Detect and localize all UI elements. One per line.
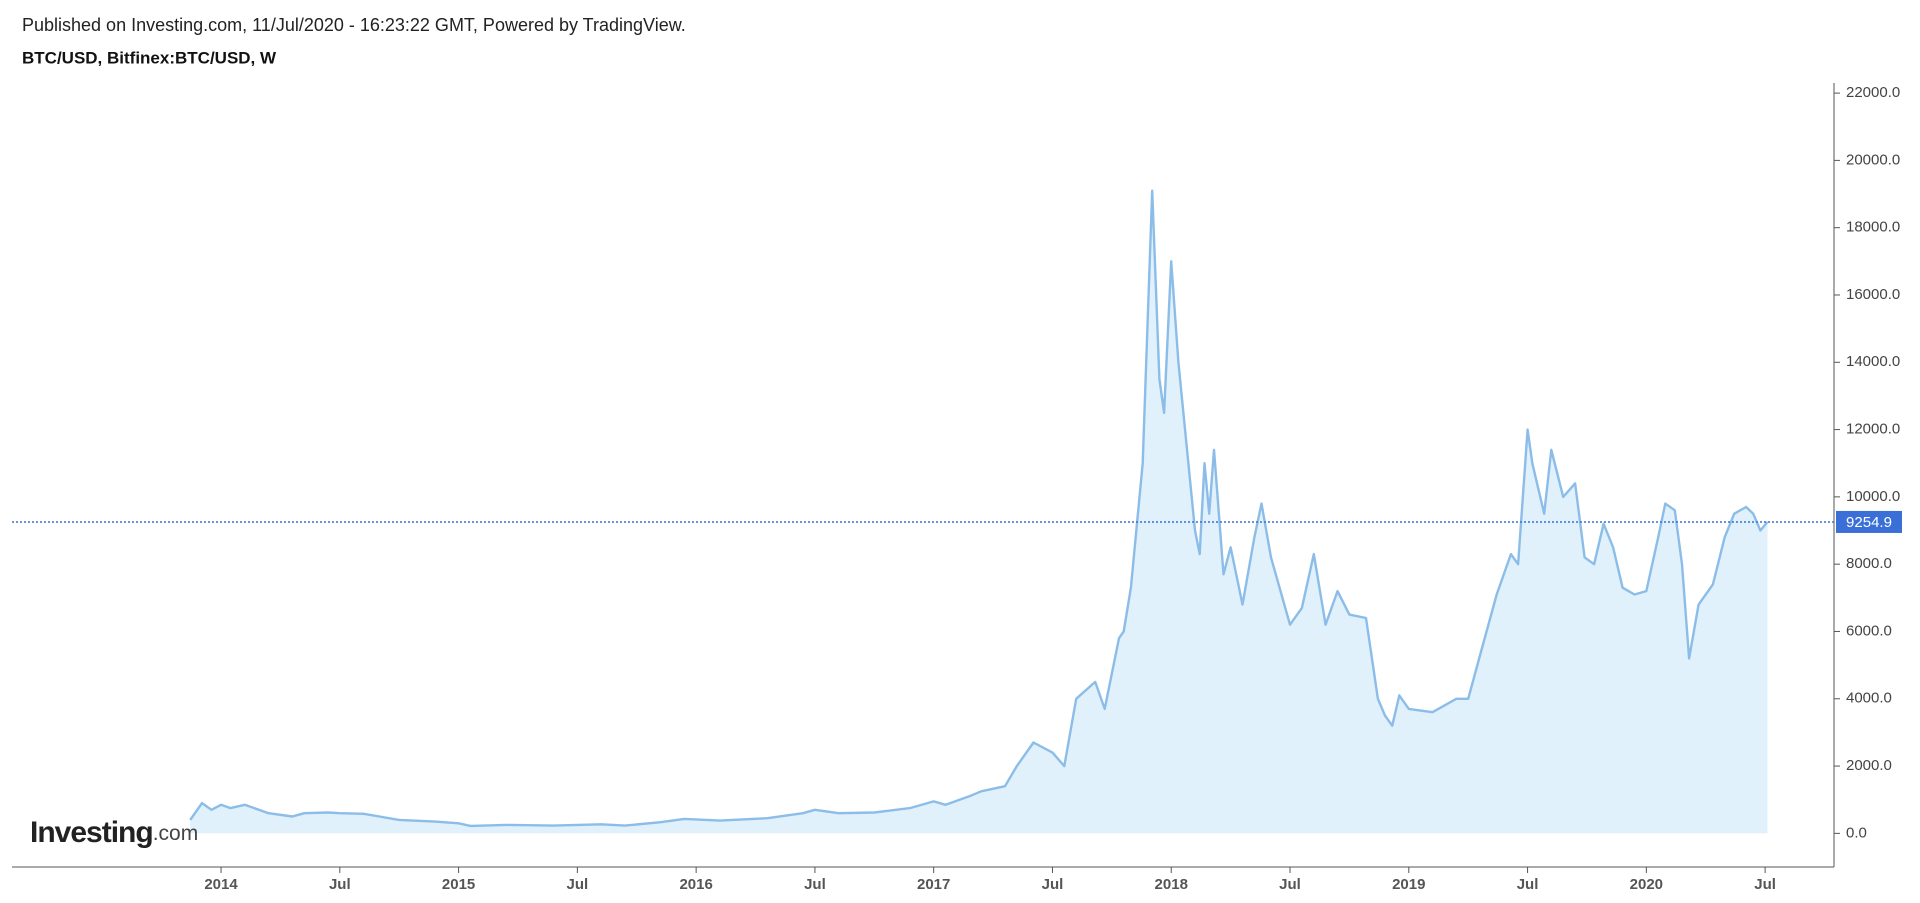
y-tick-label: 4000.0 [1846, 690, 1892, 707]
last-price-label: 9254.9 [1846, 514, 1892, 531]
x-tick-label: 2014 [204, 876, 238, 893]
last-price-box [1836, 510, 1902, 533]
x-tick-label: 2020 [1630, 876, 1663, 893]
x-tick-label: 2018 [1155, 876, 1188, 893]
y-tick-label: 2000.0 [1846, 757, 1892, 774]
y-tick-label: 18000.0 [1846, 219, 1900, 236]
logo-name: Investing [30, 816, 153, 849]
y-tick-label: 14000.0 [1846, 353, 1900, 370]
y-tick-label: 20000.0 [1846, 151, 1900, 168]
published-line: Published on Investing.com, 11/Jul/2020 … [22, 15, 686, 35]
y-tick-label: 12000.0 [1846, 421, 1900, 438]
y-tick-label: 6000.0 [1846, 622, 1892, 639]
x-tick-label: Jul [1042, 876, 1064, 893]
x-tick-label: Jul [804, 876, 826, 893]
x-tick-label: Jul [1754, 876, 1776, 893]
logo: Investing.com [30, 816, 198, 849]
area-fill [190, 190, 1768, 834]
y-tick-label: 16000.0 [1846, 286, 1900, 303]
x-tick-label: 2015 [442, 876, 475, 893]
price-line [189, 189, 1769, 828]
x-tick-label: Jul [1279, 876, 1301, 893]
x-tick-label: 2016 [679, 876, 712, 893]
x-tick-label: 2019 [1392, 876, 1425, 893]
y-tick-label: 22000.0 [1846, 84, 1900, 101]
x-tick-label: Jul [1517, 876, 1539, 893]
y-tick-label: 8000.0 [1846, 555, 1892, 572]
x-tick-label: Jul [567, 876, 589, 893]
symbol-title: BTC/USD, Bitfinex:BTC/USD, W [22, 48, 277, 67]
y-tick-label: 0.0 [1846, 824, 1867, 841]
x-tick-label: 2017 [917, 876, 950, 893]
x-tick-label: Jul [329, 876, 351, 893]
logo-suffix: .com [153, 822, 199, 845]
y-tick-label: 10000.0 [1846, 488, 1900, 505]
